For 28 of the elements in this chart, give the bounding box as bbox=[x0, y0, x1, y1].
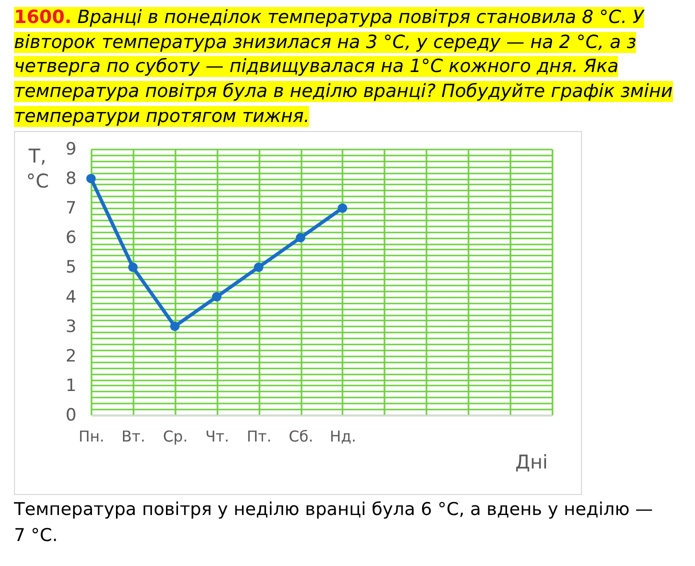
point bbox=[254, 262, 264, 272]
x-tick-label: Пт. bbox=[246, 428, 272, 446]
x-tick-label: Ср. bbox=[162, 428, 188, 446]
x-tick-label: Вт. bbox=[122, 428, 146, 446]
y-tick-label: 3 bbox=[66, 316, 76, 337]
x-tick-label: Чт. bbox=[205, 428, 230, 446]
y-tick-label: 2 bbox=[66, 346, 76, 366]
x-axis-title: Дні bbox=[515, 452, 548, 474]
point bbox=[86, 174, 96, 184]
point bbox=[170, 322, 180, 332]
y-tick-label: 9 bbox=[66, 140, 76, 160]
y-tick-label: 1 bbox=[66, 376, 76, 396]
text: Температура повітря у неділю вранці була 6 °C, а вдень у неділю — 7 °C. bbox=[14, 499, 654, 548]
x-tick-label: Пн. bbox=[78, 428, 104, 446]
y-tick-label: 4 bbox=[66, 287, 76, 308]
point bbox=[338, 203, 348, 213]
point bbox=[296, 232, 306, 242]
y-tick-label: 7 bbox=[66, 198, 76, 219]
y-tick-label: 6 bbox=[66, 228, 76, 248]
y-tick-label: 5 bbox=[66, 258, 76, 278]
x-tick-label: Сб. bbox=[288, 428, 314, 446]
point bbox=[128, 262, 138, 272]
point bbox=[212, 292, 222, 302]
y-tick-label: 8 bbox=[66, 169, 76, 190]
y-axis-title: T, °C bbox=[26, 146, 49, 192]
chart-title: 1600. Вранці в понеділок температура повітря становила 8 °C. У вівторок температура знизилася на 3 °C, у середу — на 2 °C, а з четверга по суботу — підвищувалася на 1°C кожного дня. Яка температура повітря була в неділю вранці? Побудуйте графік зміни температури протягом тижня. bbox=[14, 7, 673, 127]
y-tick-label: 0 bbox=[66, 406, 76, 426]
x-tick-label: Нд. bbox=[330, 428, 356, 446]
